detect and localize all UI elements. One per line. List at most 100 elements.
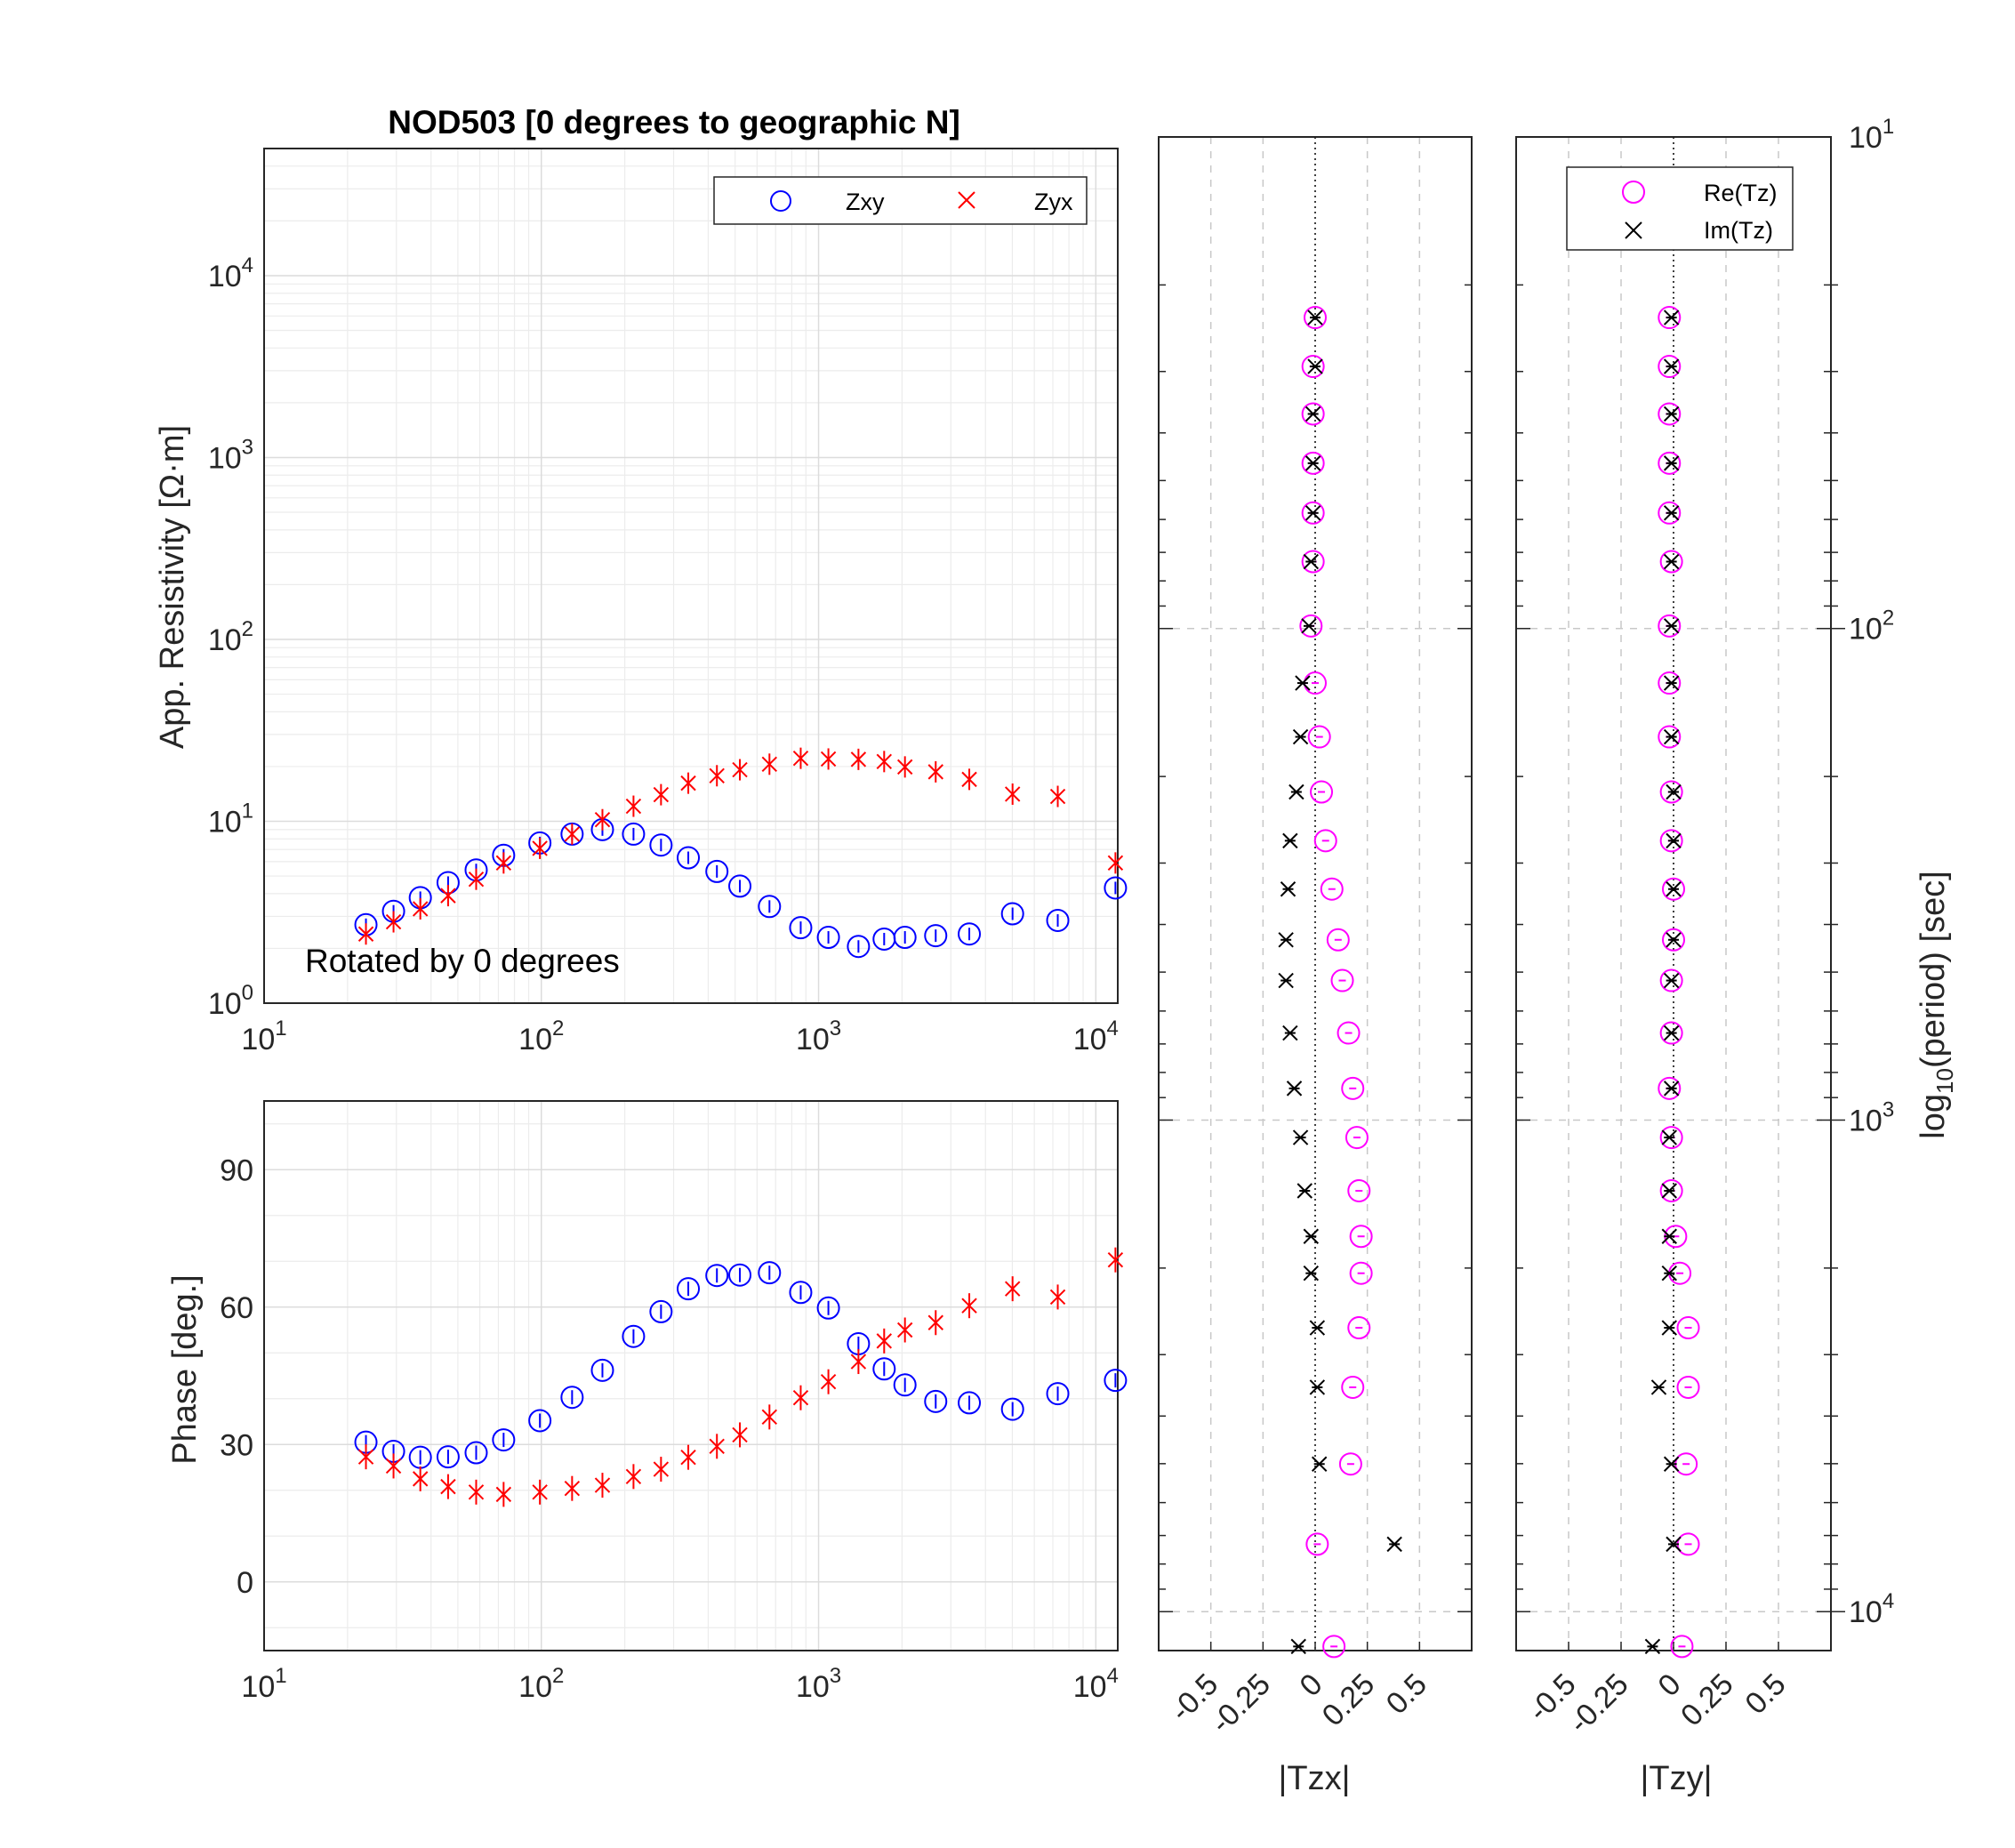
zyx-phase-point (876, 1333, 893, 1349)
res-legend: Zxy Zyx (713, 176, 1088, 225)
ax-tzx-re-point (1341, 1375, 1365, 1399)
ax-tzx-re-point (1337, 1021, 1361, 1045)
period-ylabel: log10(period) [sec] (1915, 871, 1958, 1138)
zyx-res-point (653, 786, 670, 803)
res-x-tick-label: 102 (518, 1016, 564, 1057)
ax-tzy-re-point (1670, 1635, 1694, 1659)
ax-tzy-y-tick-label-base: 10 (1849, 1595, 1883, 1629)
zyx-phase-point (594, 1477, 611, 1493)
res-x-tick-label-exp: 2 (552, 1016, 564, 1041)
legend-zyx-marker (958, 191, 975, 209)
zyx-res-point (495, 855, 512, 872)
res-x-tick-label: 104 (1073, 1016, 1119, 1057)
zxy-phase-point (789, 1281, 813, 1305)
res-y-tick-label: 104 (208, 253, 253, 293)
phase-ylabel: Phase [deg.] (166, 1274, 204, 1464)
zyx-res-point (385, 913, 402, 930)
ax-tzy-y-tick-label: 104 (1849, 1589, 1894, 1629)
res-ylabel: App. Resistivity [Ω·m] (154, 425, 191, 749)
ax-tzx-re-point (1301, 550, 1325, 574)
ax-tzx-im-point (1282, 1024, 1298, 1041)
zyx-phase-point (1004, 1281, 1021, 1297)
ax-tzx-im-point (1301, 618, 1317, 634)
zyx-res-point (468, 871, 485, 888)
phase-x-tick-label-base: 10 (241, 1670, 275, 1704)
ax-tzx-im-point (1303, 553, 1320, 570)
ax-tzx-im-point (1295, 675, 1311, 691)
res-x-tick-label: 103 (796, 1016, 841, 1057)
zxy-phase-point (1046, 1382, 1070, 1406)
phase-x-tick-label: 101 (241, 1664, 286, 1704)
ax-tzx-re-point (1299, 614, 1323, 638)
zyx-res-point (412, 901, 429, 917)
res-y-tick-label-base: 10 (208, 623, 242, 657)
ax-tzx-re-point (1304, 306, 1327, 330)
ax-tzy-im-point (1663, 406, 1680, 422)
period-ylabel-sub: 10 (1931, 1068, 1958, 1094)
zxy-res-point (924, 924, 948, 948)
ax-tzx-im-point (1307, 309, 1323, 325)
ax-tzx-im-point (1309, 1320, 1326, 1336)
ax-tzx-im-point (1309, 1379, 1326, 1395)
period-ylabel-suffix: (period) [sec] (1915, 871, 1952, 1068)
ax-tzy-re-point (1659, 1178, 1683, 1202)
zyx-res-point (1004, 786, 1021, 802)
ax-tzy-im-point (1663, 1456, 1680, 1472)
zyx-phase-point (961, 1298, 977, 1314)
zxy-phase-point (816, 1296, 840, 1320)
ax-tzy-y-tick-label-base: 10 (1849, 121, 1883, 155)
zxy-phase-point (590, 1358, 614, 1382)
ax-tzy-re-point (1659, 550, 1683, 574)
res-x-tick-label: 101 (241, 1016, 286, 1057)
zyx-phase-point (385, 1458, 402, 1474)
zyx-phase-point (709, 1438, 725, 1455)
legend-im-label: Im(Tz) (1704, 217, 1773, 244)
ax-tzy-im-point (1650, 1379, 1667, 1395)
legend-zxy-label: Zxy (846, 189, 885, 215)
ax-tzy-y-tick-label-exp: 1 (1883, 115, 1894, 139)
ax-tzy-re-point (1658, 402, 1682, 426)
zyx-res-point (594, 812, 611, 828)
phase-x-tick-label: 103 (796, 1664, 841, 1704)
ax-tzy-y-tick-label-base: 10 (1849, 613, 1883, 647)
ax-tzx-im-point (1305, 455, 1321, 471)
zxy-phase-point (758, 1261, 782, 1285)
zxy-res-point (789, 916, 813, 940)
phase-y-tick-label: 60 (220, 1291, 253, 1325)
ax-tzy-im-point (1663, 505, 1680, 521)
zyx-res-point (532, 840, 548, 856)
res-y-tick-label-exp: 2 (242, 617, 253, 641)
zyx-res-point (680, 775, 696, 791)
zxy-res-point (622, 822, 646, 846)
ax-tzx-re-point (1313, 829, 1337, 853)
res-y-tick-label-base: 10 (208, 260, 242, 293)
zyx-phase-point (1107, 1251, 1124, 1268)
zxy-res-point (847, 935, 871, 959)
ax-tzx-im-point (1305, 406, 1321, 422)
ax-tzx-re-point (1341, 1076, 1365, 1100)
ax-tzy-y-tick-label-exp: 3 (1883, 1097, 1894, 1121)
ax-tzx-re-point (1320, 877, 1344, 901)
zxy-phase-point (560, 1386, 584, 1410)
ax-tzy-re-point (1658, 501, 1682, 525)
zxy-res-point (816, 926, 840, 950)
zxy-phase-point (528, 1409, 552, 1433)
ax-tzy-re-point (1659, 780, 1683, 804)
phase-x-tick-label-exp: 4 (1107, 1664, 1119, 1688)
zyx-res-point (792, 750, 809, 767)
zxy-res-point (677, 846, 701, 870)
res-frame (263, 148, 1119, 1004)
ax-tzy-im-point (1663, 455, 1680, 471)
ax-tzy-im-point (1661, 1183, 1677, 1199)
zyx-phase-point (532, 1484, 548, 1500)
ax-tzy-y-tick-label: 102 (1849, 607, 1894, 647)
zxy-res-point (893, 926, 917, 950)
phase-x-tick-label: 104 (1073, 1664, 1119, 1704)
zxy-res-point (1104, 876, 1128, 900)
zxy-res-point (958, 922, 982, 946)
zxy-res-point (758, 895, 782, 919)
ax-tzx-re-point (1307, 725, 1331, 749)
zxy-phase-point (1104, 1369, 1128, 1393)
res-y-tick-label: 100 (208, 981, 253, 1021)
res-y-tick-label-exp: 4 (242, 253, 253, 277)
